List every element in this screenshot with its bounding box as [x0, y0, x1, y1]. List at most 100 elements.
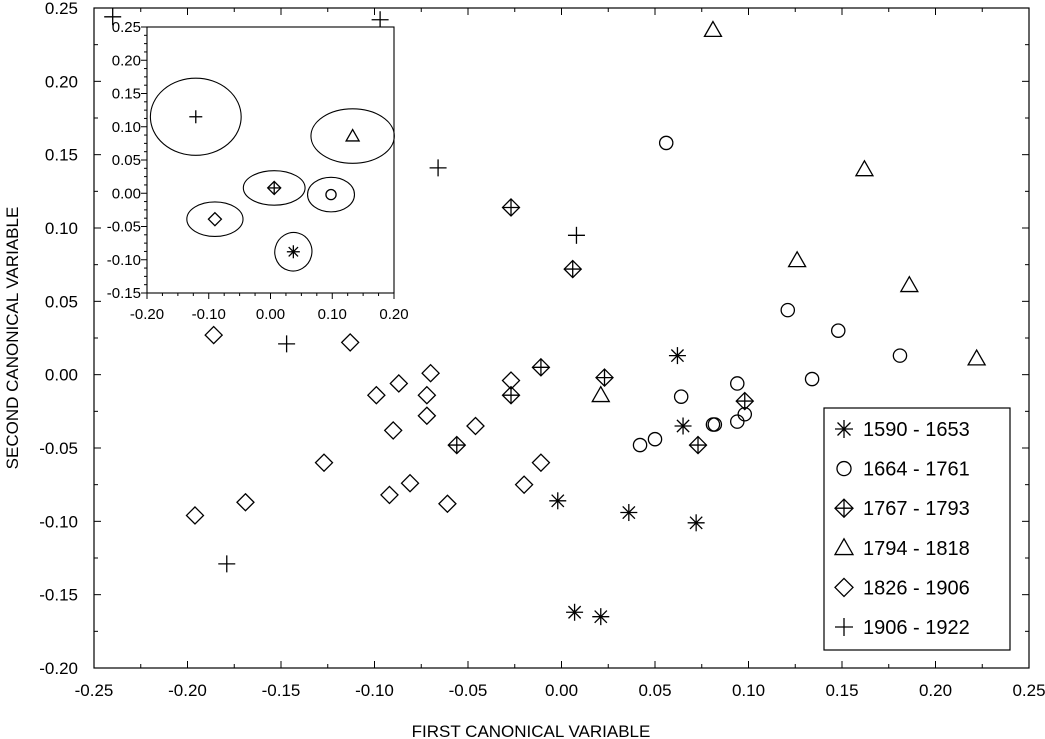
y-tick-label: 0.25: [45, 0, 78, 18]
legend-marker-diamond: [834, 577, 854, 598]
data-point-triangle: [787, 250, 807, 268]
data-point-plus: [567, 226, 585, 244]
y-tick-label: -0.20: [39, 659, 78, 678]
legend-box: [823, 407, 1011, 651]
inset-y-tick-label: -0.15: [107, 285, 141, 302]
x-tick-label: 0.00: [545, 681, 578, 700]
inset-y-tick-label: 0.05: [112, 152, 141, 169]
confidence-ellipse-circle: [307, 176, 356, 213]
data-point-diamond: [514, 475, 534, 495]
confidence-ellipse-asterisk: [274, 231, 313, 272]
y-tick-label: -0.05: [39, 439, 78, 458]
inset-frame: [146, 26, 395, 294]
y-tick-label: -0.15: [39, 586, 78, 605]
inset-y-tick-label: -0.05: [107, 219, 141, 236]
y-tick-label: 0.15: [45, 146, 78, 165]
x-tick-label: -0.20: [168, 681, 207, 700]
data-point-circle: [658, 135, 674, 151]
confidence-ellipse-triangle: [310, 108, 395, 164]
data-point-plus: [104, 8, 122, 26]
y-tick-label: 0.05: [45, 292, 78, 311]
legend-label: 1590 - 1653: [863, 419, 970, 441]
data-point-asterisk: [687, 514, 705, 532]
data-point-circle: [804, 371, 820, 387]
legend-label: 1906 - 1922: [863, 617, 970, 639]
y-axis-title: SECOND CANONICAL VARIABLE: [3, 207, 22, 470]
legend-marker-plus: [835, 618, 853, 636]
legend-label: 1826 - 1906: [863, 577, 970, 599]
x-tick-label: 0.20: [919, 681, 952, 700]
data-point-diamond-plus: [447, 435, 467, 455]
inset-y-tick-label: 0.20: [112, 52, 141, 69]
data-point-diamond: [236, 492, 255, 512]
inset-y-tick-label: 0.25: [112, 19, 141, 36]
legend: 1590 - 1653 1664 - 1761 1767 - 1793 1794 - …: [823, 407, 1011, 651]
legend-label: 1664 - 1761: [863, 459, 970, 481]
data-point-circle: [892, 348, 908, 363]
data-point-diamond: [421, 363, 441, 383]
x-tick-label: -0.05: [449, 681, 488, 700]
legend-marker-diamond-plus: [834, 498, 854, 519]
data-point-circle: [780, 302, 796, 318]
data-point-plus: [371, 11, 389, 29]
main-axes: -0.25 -0.20 -0.15 -0.10 -0.05 0.00 0.05 0.10 0.1…: [3, 0, 1045, 739]
legend-marker-asterisk: [835, 420, 853, 438]
legend-marker-triangle: [833, 537, 855, 556]
x-tick-label: -0.25: [75, 681, 114, 700]
data-point-plus: [429, 159, 447, 177]
data-point-triangle: [591, 385, 611, 403]
inset-x-tick-label: -0.10: [192, 306, 226, 323]
data-point-diamond: [501, 371, 521, 390]
inset-x-tick-label: 0.20: [379, 306, 408, 323]
data-point-triangle: [854, 159, 875, 177]
x-tick-label: 0.15: [825, 681, 858, 700]
data-point-plus: [278, 335, 296, 353]
data-point-diamond: [417, 406, 437, 426]
data-point-diamond-plus: [563, 259, 583, 279]
data-point-diamond: [438, 494, 457, 514]
data-point-diamond: [314, 453, 334, 473]
data-point-diamond: [400, 473, 420, 493]
y-tick-label: -0.10: [39, 512, 78, 531]
x-tick-label: -0.15: [262, 681, 301, 700]
data-point-asterisk: [674, 417, 692, 435]
x-tick-label: 0.25: [1012, 681, 1045, 700]
data-point-circle: [830, 323, 846, 338]
x-tick-label: 0.10: [732, 681, 765, 700]
x-tick-label: 0.05: [638, 681, 671, 700]
data-point-circle: [632, 437, 648, 453]
confidence-ellipse-diamond-plus: [242, 170, 306, 206]
data-point-plus: [218, 555, 236, 573]
inset-chart: -0.20 -0.10 0.00 0.10 0.20 0.25 0.20 0.15 0.10 0.…: [107, 19, 409, 323]
data-point-diamond-plus: [735, 391, 755, 411]
inset-y-tick-label: -0.10: [107, 252, 141, 269]
data-point-diamond: [185, 506, 205, 525]
inset-centroid-diamond-plus: [266, 180, 282, 196]
data-point-diamond: [531, 453, 551, 473]
data-point-circle: [673, 389, 689, 404]
data-point-diamond-plus: [501, 198, 521, 217]
inset-y-tick-label: 0.15: [112, 86, 141, 103]
inset-centroid-circle: [325, 188, 337, 201]
legend-label: 1794 - 1818: [863, 538, 970, 560]
data-point-diamond-plus: [595, 368, 614, 388]
data-point-circle: [730, 376, 745, 391]
data-point-diamond-plus: [688, 435, 708, 455]
data-point-diamond: [380, 485, 399, 505]
x-tick-label: -0.10: [355, 681, 394, 700]
data-point-circle: [730, 414, 745, 429]
data-point-diamond: [389, 374, 409, 393]
y-tick-label: 0.20: [45, 72, 78, 91]
data-point-diamond: [366, 385, 386, 405]
data-point-circle: [707, 417, 723, 432]
confidence-ellipse-diamond: [186, 201, 244, 238]
y-tick-label: 0.10: [45, 219, 78, 238]
data-point-asterisk: [566, 603, 584, 621]
confidence-ellipse-plus: [149, 77, 242, 156]
inset-centroid-diamond: [207, 211, 223, 227]
data-point-diamond: [466, 416, 485, 436]
inset-x-tick-label: 0.10: [318, 306, 347, 323]
data-point-asterisk: [620, 504, 638, 522]
data-point-triangle: [967, 348, 987, 366]
